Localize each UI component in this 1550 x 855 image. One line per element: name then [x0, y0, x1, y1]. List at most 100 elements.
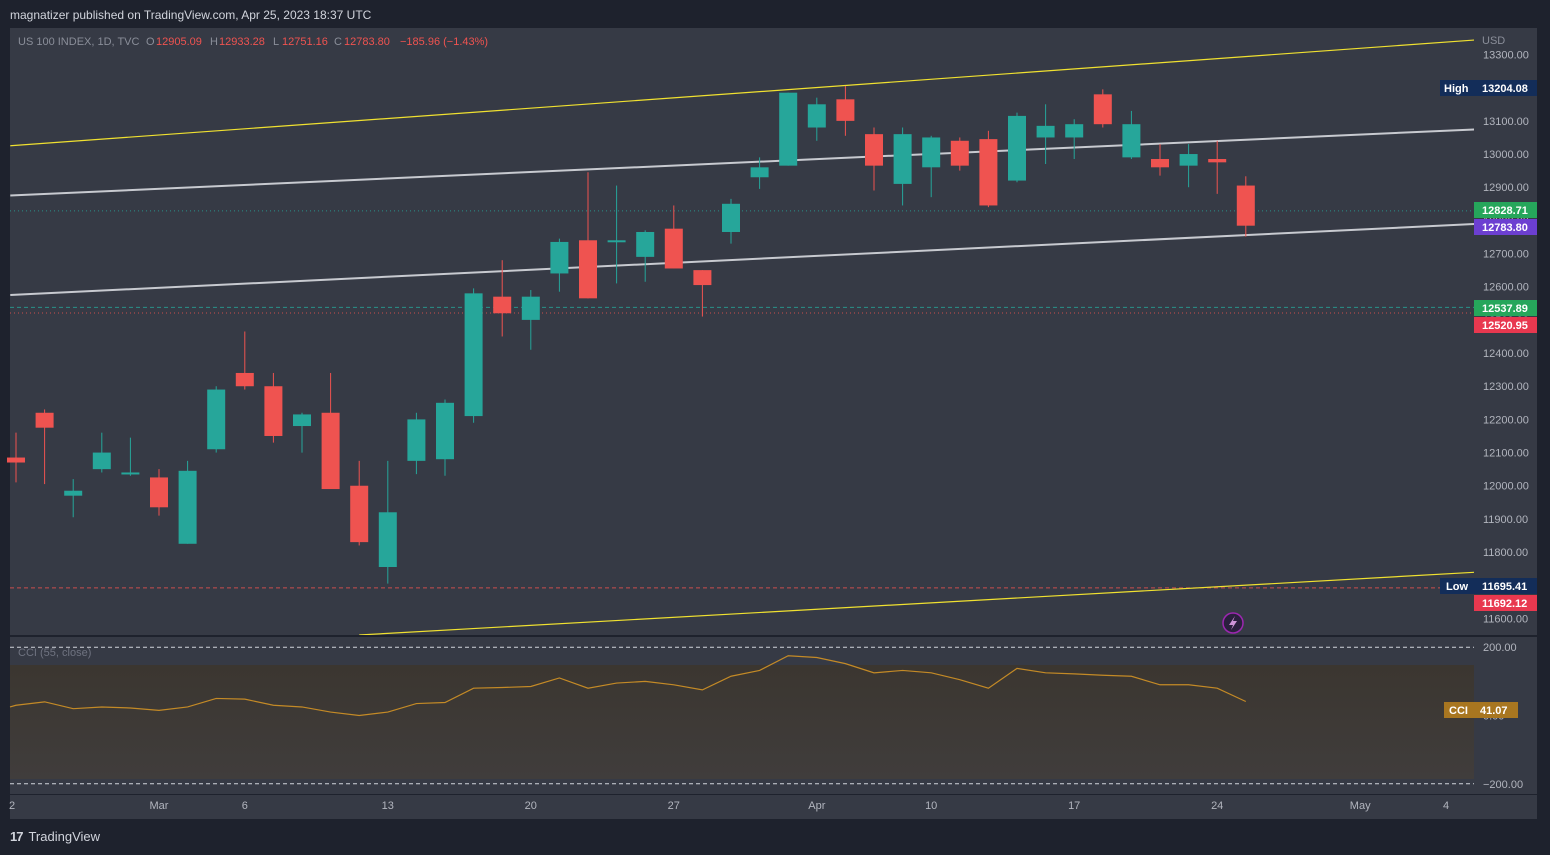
- candle-body: [1179, 154, 1198, 166]
- candle-34[interactable]: [979, 130, 998, 208]
- time-tick-label: 4: [1443, 800, 1449, 812]
- candle-1[interactable]: [35, 409, 54, 485]
- last-price-badge-bg: [1474, 202, 1537, 218]
- candle-33[interactable]: [950, 137, 969, 171]
- last-price-badge: 12828.71: [1482, 205, 1528, 217]
- legend-low-label: L: [273, 36, 279, 48]
- candle-6[interactable]: [178, 460, 197, 544]
- candle-5[interactable]: [150, 469, 168, 516]
- time-tick-label: 13: [382, 800, 394, 812]
- candle-9[interactable]: [264, 372, 283, 443]
- time-tick-label: 6: [242, 800, 248, 812]
- candle-24[interactable]: [693, 270, 712, 317]
- trendline-2[interactable]: [10, 223, 1480, 297]
- candle-13[interactable]: [378, 460, 397, 584]
- candle-body: [550, 241, 569, 274]
- candle-16[interactable]: [464, 288, 483, 423]
- time-axis-bg: [10, 795, 1537, 819]
- candle-36[interactable]: [1036, 104, 1055, 164]
- price-tick-label: 12700.00: [1483, 249, 1529, 261]
- candle-2[interactable]: [64, 479, 83, 518]
- candle-18[interactable]: [521, 290, 540, 350]
- candle-26[interactable]: [750, 157, 769, 189]
- candle-body: [1008, 115, 1026, 181]
- candle-body: [636, 231, 655, 257]
- legend-high: 12933.28: [219, 36, 265, 48]
- candle-body: [779, 92, 798, 166]
- candle-12[interactable]: [350, 460, 369, 546]
- time-tick-label: 24: [1211, 800, 1223, 812]
- candle-body: [464, 293, 483, 417]
- candle-body: [436, 402, 454, 460]
- tradingview-brand-text: TradingView: [28, 829, 101, 844]
- candle-39[interactable]: [1122, 110, 1141, 160]
- publisher-bar: magnatizer published on TradingView.com,…: [0, 0, 1550, 27]
- candle-43[interactable]: [1236, 176, 1255, 237]
- candle-15[interactable]: [436, 399, 454, 476]
- candle-7[interactable]: [207, 386, 226, 453]
- green-level-badge-bg: [1474, 300, 1537, 316]
- legend-open: 12905.09: [156, 36, 202, 48]
- candle-body: [722, 203, 740, 232]
- red-level-badge: 12520.95: [1482, 320, 1528, 332]
- low-badge-label: Low: [1446, 581, 1468, 593]
- cci-line[interactable]: [9, 655, 1247, 717]
- candle-28[interactable]: [807, 97, 826, 141]
- cci-badge-value-bg: [1474, 702, 1518, 718]
- candle-body: [922, 137, 941, 168]
- candle-body: [1122, 124, 1141, 158]
- candle-body: [607, 240, 626, 243]
- time-tick-label: Mar: [150, 800, 169, 812]
- candle-25[interactable]: [722, 198, 740, 244]
- candle-23[interactable]: [664, 205, 683, 269]
- price-tick-label: 13000.00: [1483, 149, 1529, 161]
- candle-body: [92, 452, 111, 470]
- candle-body: [121, 472, 140, 475]
- candle-0[interactable]: [7, 432, 25, 483]
- candle-41[interactable]: [1179, 144, 1198, 188]
- candle-body: [321, 412, 340, 490]
- candle-42[interactable]: [1208, 140, 1227, 194]
- candle-body: [664, 228, 683, 269]
- candle-body: [1093, 94, 1112, 125]
- candle-40[interactable]: [1151, 144, 1169, 176]
- candle-38[interactable]: [1093, 89, 1112, 128]
- trendline-0[interactable]: [10, 39, 1480, 147]
- candle-17[interactable]: [493, 260, 512, 337]
- tradingview-logo-icon: 17: [10, 829, 24, 844]
- candle-32[interactable]: [922, 135, 941, 198]
- price-tick-label: 13300.00: [1483, 50, 1529, 62]
- candle-30[interactable]: [865, 127, 883, 191]
- candle-body: [293, 414, 311, 427]
- time-tick-label: 20: [525, 800, 537, 812]
- legend-change: −185.96 (−1.43%): [400, 36, 488, 48]
- candle-11[interactable]: [321, 372, 340, 490]
- candle-29[interactable]: [836, 86, 855, 136]
- trendline-1[interactable]: [10, 128, 1480, 197]
- lightning-icon[interactable]: [1222, 612, 1244, 634]
- candle-19[interactable]: [550, 238, 569, 292]
- candle-8[interactable]: [235, 331, 254, 390]
- currency-label: USD: [1482, 35, 1505, 47]
- time-axis-labels: 2 Mar 6 13 20 27 Apr 10 17 24 May 4: [9, 800, 1449, 812]
- candle-37[interactable]: [1065, 119, 1084, 160]
- publisher-text: magnatizer published on TradingView.com,…: [10, 8, 372, 22]
- candle-20[interactable]: [579, 172, 597, 299]
- candle-4[interactable]: [121, 437, 140, 476]
- trendline-3[interactable]: [359, 571, 1480, 635]
- price-tick-label: 11800.00: [1483, 547, 1528, 559]
- candle-31[interactable]: [893, 127, 912, 206]
- legend-symbol: US 100 INDEX, 1D, TVC: [18, 36, 140, 48]
- candle-14[interactable]: [407, 412, 426, 475]
- candle-3[interactable]: [92, 432, 111, 473]
- candle-21[interactable]: [607, 185, 626, 284]
- tradingview-brand[interactable]: 17 TradingView: [10, 829, 100, 844]
- candle-35[interactable]: [1008, 112, 1026, 183]
- candle-body: [1065, 124, 1084, 138]
- candle-10[interactable]: [293, 412, 311, 453]
- candle-body: [836, 99, 855, 121]
- candle-22[interactable]: [636, 230, 655, 282]
- candle-body: [1236, 185, 1255, 226]
- candle-27[interactable]: [779, 92, 798, 166]
